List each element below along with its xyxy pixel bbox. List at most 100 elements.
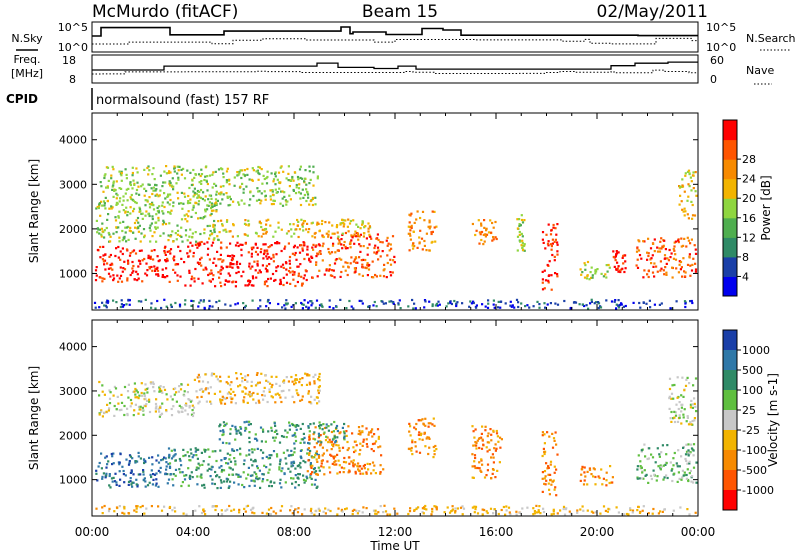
data-cell [186,220,189,223]
data-cell [215,190,218,193]
data-cell [176,165,179,168]
data-cell [338,239,341,242]
data-cell [213,204,216,207]
colorbar-tick-label: 12 [742,231,756,244]
data-cell [111,263,114,266]
data-cell [425,437,428,440]
data-cell [171,478,174,481]
data-cell [259,271,262,274]
data-cell [259,202,262,205]
data-cell [419,229,422,232]
colorbar-swatch [723,139,737,160]
data-cell [259,449,263,452]
data-cell [225,246,228,249]
data-cell [337,507,340,510]
data-cell [166,201,169,204]
data-cell [187,484,190,487]
data-cell [208,467,211,470]
data-cell [204,195,207,198]
data-cell [291,270,294,273]
data-cell [673,472,676,475]
data-cell [541,231,545,234]
data-cell [220,513,224,516]
data-cell [152,204,155,207]
data-cell [254,250,258,253]
data-cell [642,505,645,508]
data-cell [209,194,213,197]
power-colorbar-frame [722,119,738,297]
data-cell [343,438,346,441]
data-cell [166,257,169,260]
data-cell [168,250,171,253]
data-cell [432,445,435,449]
data-cell [268,390,271,393]
data-cell [333,463,336,466]
data-cell [366,274,369,277]
data-cell [543,269,546,272]
data-cell [126,199,129,202]
data-cell [481,513,484,516]
data-cell [207,392,210,395]
data-cell [183,261,186,264]
data-cell [546,467,549,470]
data-cell [132,249,136,252]
data-cell [111,268,114,271]
data-cell [388,249,391,252]
data-cell [154,267,157,271]
data-cell [246,374,250,377]
data-cell [331,232,334,235]
data-cell [102,472,105,475]
data-cell [191,476,194,479]
data-cell [336,472,339,475]
data-cell [542,510,546,514]
data-cell [321,245,324,248]
data-cell [621,256,624,259]
data-cell [111,455,114,458]
data-cell [367,468,370,471]
beam-title: Beam 15 [362,2,438,22]
data-cell [246,234,249,237]
data-cell [331,462,334,465]
data-cell [379,464,382,467]
data-cell [583,471,586,474]
data-cell [220,481,223,484]
data-cell [178,457,181,461]
data-cell [327,269,330,272]
data-cell [549,460,553,463]
data-cell [492,226,495,229]
data-cell [232,390,235,393]
data-cell [226,219,229,222]
data-cell [188,269,191,272]
data-cell [141,212,144,215]
data-cell [109,253,112,257]
data-cell [163,251,166,254]
data-cell [193,193,196,196]
data-cell [416,246,419,249]
data-cell [274,424,277,427]
data-cell [691,214,695,217]
data-cell [244,429,247,432]
data-cell [680,478,683,481]
colorbar-tick-label: -500 [742,464,767,477]
data-cell [237,483,240,486]
data-cell [226,196,229,199]
data-cell [623,513,626,516]
data-cell [605,479,608,482]
data-cell [332,445,335,448]
data-cell [205,400,208,403]
data-cell [481,508,484,511]
velocity-colorbar-label: Velocity [m s-1] [766,373,780,467]
data-cell [617,265,620,268]
data-cell [639,460,642,463]
data-cell [291,177,294,180]
data-cell [523,243,526,246]
data-cell [563,299,566,303]
data-cell [549,233,553,236]
data-cell [224,397,227,400]
data-cell [255,472,258,476]
data-cell [263,280,267,283]
data-cell [252,479,255,482]
data-cell [297,235,300,239]
data-cell [97,228,100,231]
data-cell [309,260,312,263]
